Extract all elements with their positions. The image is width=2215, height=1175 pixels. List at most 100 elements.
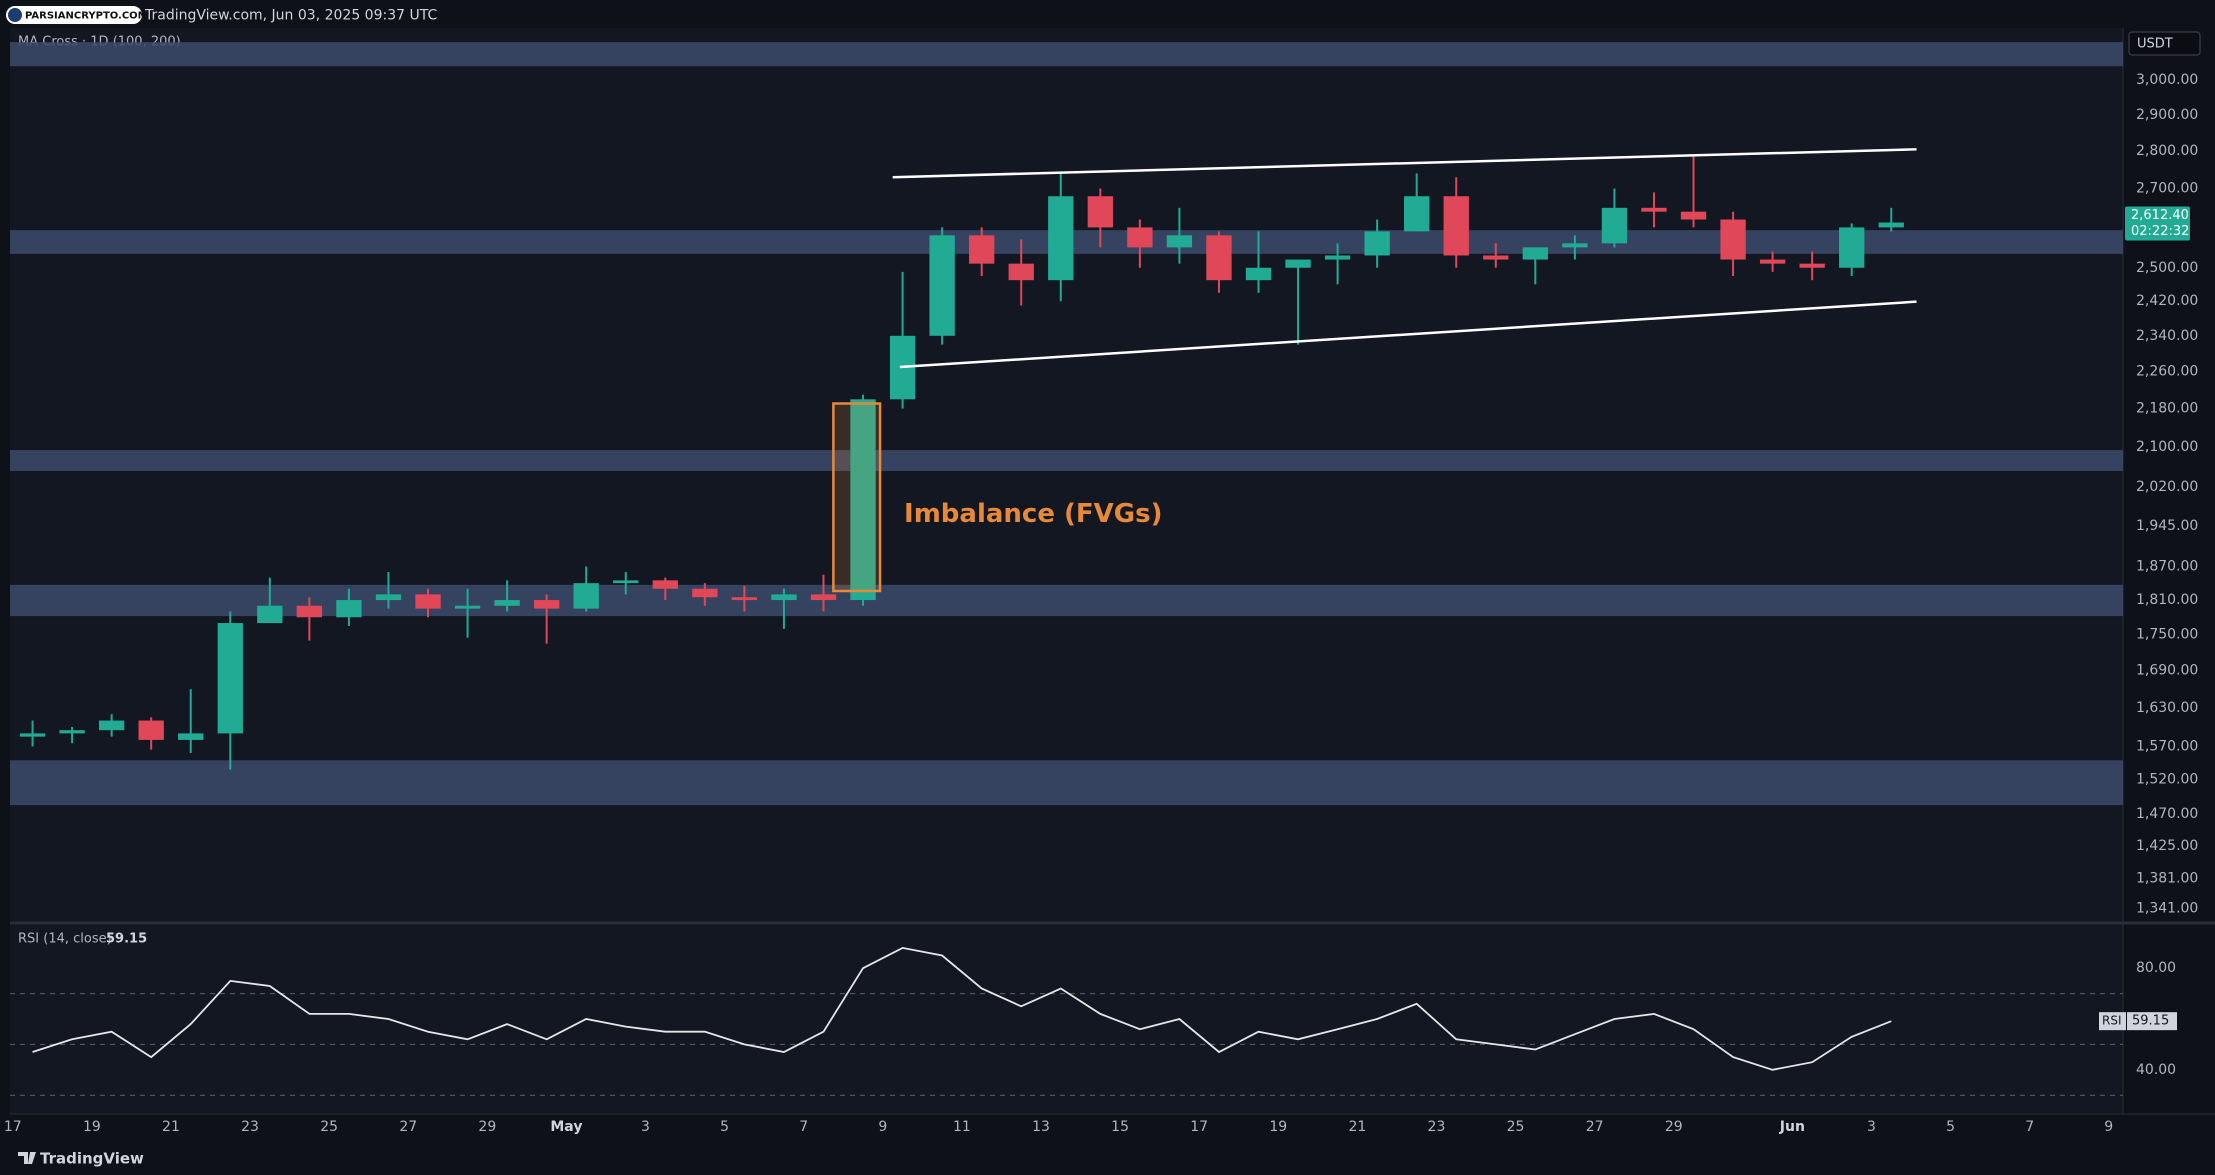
candle-body — [415, 594, 441, 609]
y-tick-label: 2,180.00 — [2136, 401, 2198, 417]
rsi-name: RSI — [2102, 1014, 2122, 1028]
x-tick-label: 23 — [1428, 1119, 1446, 1135]
candle-body — [1601, 207, 1628, 244]
rsi-pane — [10, 925, 2123, 1113]
y-tick-label: 1,425.00 — [2136, 838, 2198, 854]
x-tick-label: 11 — [953, 1119, 971, 1135]
y-tick-label: 1,945.00 — [2136, 518, 2198, 534]
candle-body — [1641, 207, 1667, 212]
x-tick-label: 25 — [320, 1119, 338, 1135]
x-tick-label: 19 — [83, 1119, 101, 1135]
candle-body — [1285, 259, 1311, 268]
candle-body — [375, 594, 402, 601]
candle-body — [1839, 227, 1865, 268]
candle-body — [454, 605, 481, 609]
y-tick-label: 2,700.00 — [2136, 181, 2198, 197]
candle-body — [533, 600, 560, 609]
candle-body — [1443, 196, 1469, 256]
zone — [10, 584, 2123, 617]
x-tick-label: 17 — [1190, 1119, 1208, 1135]
rsi-value-label: 59.15 — [2132, 1014, 2169, 1029]
rsi-line — [32, 946, 1892, 1071]
trendline — [899, 300, 1917, 369]
candle-body — [969, 235, 995, 264]
x-tick-label: 7 — [2025, 1119, 2034, 1135]
logo-pill — [6, 6, 142, 24]
x-tick-label: 9 — [2104, 1119, 2113, 1135]
y-tick-label: 80.00 — [2136, 960, 2176, 976]
candle-body — [731, 597, 758, 601]
x-tick-label: 5 — [720, 1119, 729, 1135]
footer-brand: TradingView — [40, 1150, 144, 1168]
candle-body — [1759, 259, 1786, 264]
x-tick-label: 7 — [799, 1119, 808, 1135]
candle-body — [1166, 235, 1193, 248]
x-tick-label: 9 — [878, 1119, 887, 1135]
x-tick-label: 27 — [1586, 1119, 1604, 1135]
y-tick-label: 40.00 — [2136, 1062, 2176, 1078]
x-tick-label: 29 — [478, 1119, 496, 1135]
y-tick-label: 1,520.00 — [2136, 772, 2198, 788]
y-tick-label: 2,500.00 — [2136, 260, 2198, 276]
candle-body — [336, 600, 362, 618]
candle-body — [1404, 196, 1430, 232]
price-label: 2,612.40 — [2131, 208, 2189, 223]
candle-body — [257, 605, 283, 624]
candle-body — [138, 720, 164, 740]
y-tick-label: 1,341.00 — [2136, 901, 2198, 917]
candle-body — [692, 588, 718, 598]
zone — [10, 450, 2123, 471]
currency-label: USDT — [2137, 37, 2173, 52]
x-tick-label: 23 — [241, 1119, 259, 1135]
candle-body — [1799, 263, 1825, 268]
legend-value: 59.15 — [106, 932, 147, 947]
candle-body — [1087, 196, 1113, 228]
x-tick-label: May — [550, 1119, 582, 1135]
candle-body — [59, 730, 85, 734]
y-tick-label: 1,630.00 — [2136, 700, 2198, 716]
y-tick-label: 1,470.00 — [2136, 806, 2198, 822]
candle-body — [652, 580, 678, 589]
candle-body — [19, 733, 46, 737]
currency-box — [2128, 31, 2201, 56]
candle-body — [1008, 263, 1034, 281]
x-tick-label: 3 — [1867, 1119, 1876, 1135]
x-tick-label: 15 — [1111, 1119, 1129, 1135]
candle-body — [1562, 243, 1588, 248]
y-tick-label: 2,340.00 — [2136, 328, 2198, 344]
candle-body — [1878, 222, 1904, 228]
countdown: 02:22:32 — [2131, 224, 2189, 239]
y-tick-label: 2,100.00 — [2136, 439, 2198, 455]
candle-body — [613, 580, 639, 584]
x-tick-label: 21 — [162, 1119, 180, 1135]
y-tick-label: 1,810.00 — [2136, 592, 2198, 608]
rsi-value-box — [2127, 1012, 2177, 1031]
candle-body — [771, 594, 797, 601]
y-tick-label: 2,420.00 — [2136, 293, 2198, 309]
legend-name: RSI (14, close) — [18, 932, 112, 947]
header-source: TradingView.com, Jun 03, 2025 09:37 UTC — [144, 8, 437, 24]
y-tick-label: 1,570.00 — [2136, 738, 2198, 754]
candle-body — [217, 623, 243, 734]
x-tick-label: 5 — [1946, 1119, 1955, 1135]
x-tick-label: 21 — [1348, 1119, 1366, 1135]
candle-body — [850, 399, 876, 601]
candle-body — [1048, 196, 1074, 281]
x-tick-label: 17 — [4, 1119, 22, 1135]
x-tick-label: 27 — [399, 1119, 417, 1135]
y-tick-label: 2,020.00 — [2136, 479, 2198, 495]
y-tick-label: 3,000.00 — [2136, 72, 2198, 88]
price-label-box — [2125, 206, 2190, 241]
candle-body — [1522, 247, 1548, 260]
candle-body — [1364, 231, 1390, 256]
candle-body — [1127, 227, 1153, 248]
candle-body — [810, 594, 837, 601]
logo-text: PARSIANCRYPTO.COM — [25, 11, 148, 22]
x-tick-label: Jun — [1779, 1119, 1805, 1135]
fvg-label: Imbalance (FVGs) — [904, 499, 1162, 529]
candle-body — [296, 605, 323, 618]
y-tick-label: 1,381.00 — [2136, 870, 2198, 886]
candle-body — [494, 600, 520, 606]
y-tick-label: 1,690.00 — [2136, 663, 2198, 679]
